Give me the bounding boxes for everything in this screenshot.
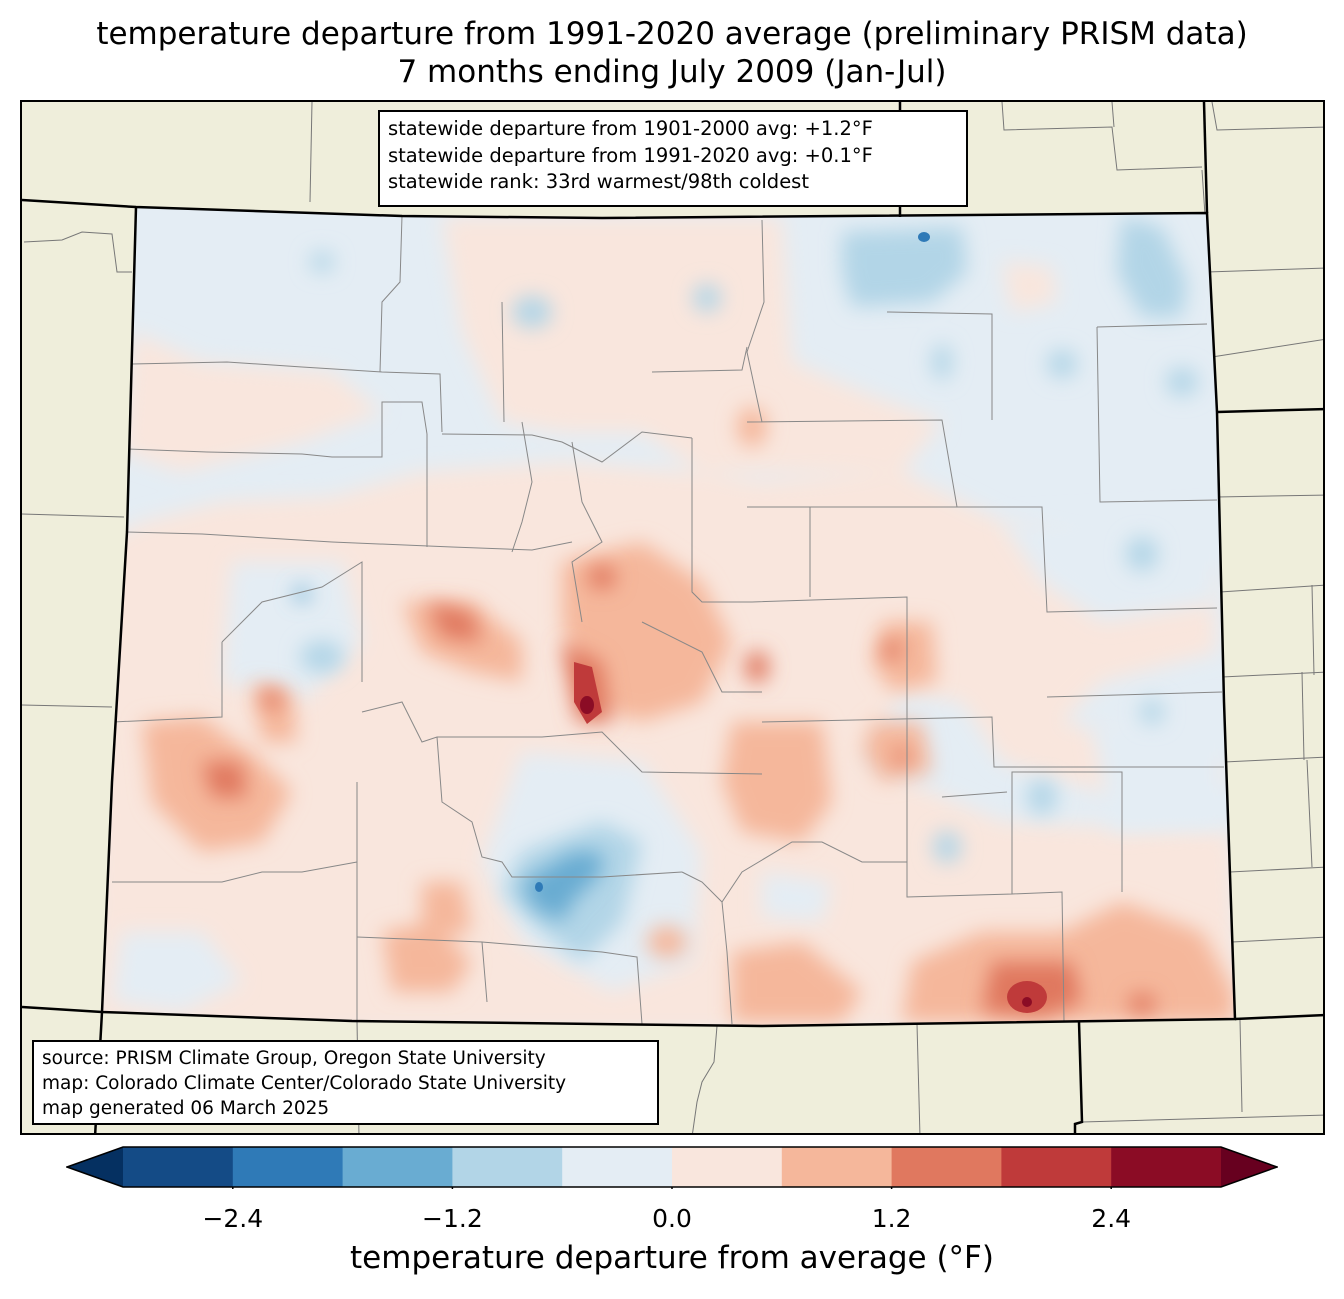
colorbar-tick-label: 2.4 (1091, 1204, 1132, 1233)
statewide-stats-box: statewide departure from 1901-2000 avg: … (378, 110, 968, 207)
colorbar-outline (66, 1146, 1278, 1188)
colorbar-extend-min (67, 1147, 123, 1187)
colorbar-segment (123, 1147, 234, 1187)
map-area (20, 100, 1325, 1135)
map-title-line2: 7 months ending July 2009 (Jan-Jul) (397, 54, 947, 90)
colorado-temperature-map (22, 102, 1323, 1133)
colorbar-segment (781, 1147, 893, 1187)
departure-field (102, 207, 1235, 1026)
stats-rank: statewide rank: 33rd warmest/98th coldes… (388, 170, 809, 193)
colorbar-tick-label: −2.4 (202, 1204, 264, 1233)
map-credit-line: map: Colorado Climate Center/Colorado St… (42, 1073, 567, 1094)
colorbar-segment (1001, 1147, 1112, 1187)
colorbar-segment (452, 1147, 563, 1187)
colorbar-segment (672, 1147, 783, 1187)
stats-1991-2020: statewide departure from 1991-2020 avg: … (388, 143, 873, 167)
colorbar-tick-label: 0.0 (652, 1204, 692, 1233)
colorbar-segment (342, 1147, 453, 1187)
source-line: source: PRISM Climate Group, Oregon Stat… (42, 1048, 546, 1069)
colorbar-label: temperature departure from average (°F) (350, 1240, 994, 1276)
generated-date-line: map generated 06 March 2025 (42, 1098, 330, 1119)
colorbar-tick-label: 1.2 (871, 1204, 912, 1233)
colorbar (66, 1146, 1278, 1189)
map-title-line1: temperature departure from 1991-2020 ave… (96, 16, 1248, 52)
colorbar-segment (1111, 1147, 1222, 1187)
stats-1901-2000: statewide departure from 1901-2000 avg: … (388, 117, 873, 140)
colorbar-segment (232, 1147, 344, 1187)
colorbar-tick-label: −1.2 (422, 1204, 483, 1233)
colorbar-extend-max (1221, 1147, 1277, 1187)
source-box: source: PRISM Climate Group, Oregon Stat… (32, 1040, 659, 1125)
colorbar-segment (891, 1147, 1002, 1187)
colorbar-segment (562, 1147, 673, 1187)
